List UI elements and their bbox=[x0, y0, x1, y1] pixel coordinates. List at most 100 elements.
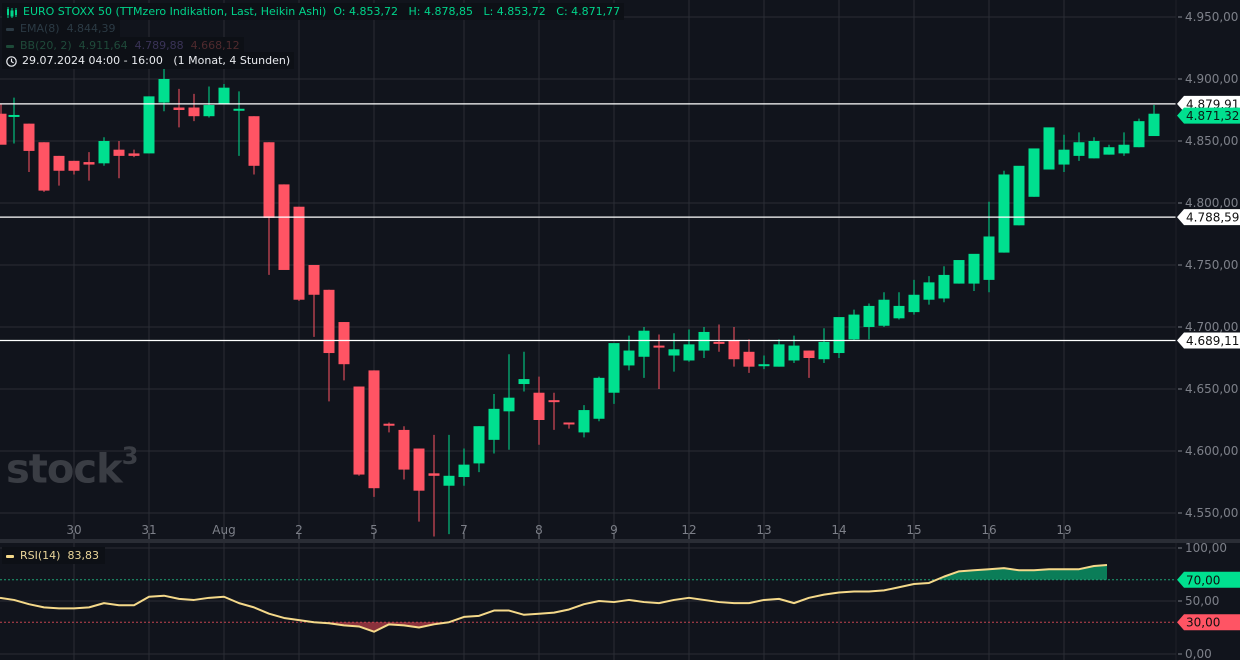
candle bbox=[833, 317, 845, 358]
candle bbox=[1028, 148, 1040, 197]
y-tick-label: 4.800,00 bbox=[1185, 196, 1238, 210]
candle bbox=[818, 328, 830, 363]
rsi-value: 83,83 bbox=[67, 549, 99, 562]
candle bbox=[998, 170, 1010, 253]
candle bbox=[1058, 134, 1070, 172]
candle bbox=[8, 97, 20, 144]
x-tick-label: 16 bbox=[981, 523, 996, 537]
candle bbox=[233, 91, 245, 156]
x-tick-label: 2 bbox=[295, 523, 303, 537]
candle bbox=[98, 137, 110, 166]
rsi-y-tick-label: 100,00 bbox=[1185, 541, 1227, 555]
rsi-legend[interactable]: RSI(14) 83,83 bbox=[2, 547, 105, 564]
candle bbox=[23, 123, 35, 172]
candle bbox=[188, 93, 200, 122]
candle bbox=[593, 376, 605, 422]
x-tick-label: 19 bbox=[1056, 523, 1071, 537]
y-tick-label: 4.550,00 bbox=[1185, 506, 1238, 520]
candle bbox=[683, 329, 695, 362]
bb-swatch-icon bbox=[6, 44, 14, 48]
level-price-tag[interactable]: 4.788,59 bbox=[1177, 209, 1240, 226]
rsi-level-tag[interactable]: 30,00 bbox=[1177, 614, 1240, 631]
candle bbox=[848, 309, 860, 341]
low-value: 4.853,72 bbox=[496, 5, 546, 18]
ema-legend[interactable]: EMA(8) 4.844,39 bbox=[2, 20, 120, 37]
candle bbox=[248, 116, 260, 175]
candle bbox=[1088, 137, 1100, 159]
rsi-y-tick-label: 50,00 bbox=[1185, 594, 1219, 608]
candle bbox=[878, 292, 890, 327]
candle bbox=[488, 393, 500, 454]
candle bbox=[983, 201, 995, 293]
y-tick-label: 4.900,00 bbox=[1185, 72, 1238, 86]
open-value: 4.853,72 bbox=[348, 5, 398, 18]
y-tick-label: 4.850,00 bbox=[1185, 134, 1238, 148]
pane-separator[interactable] bbox=[0, 539, 1240, 543]
candle bbox=[128, 149, 140, 158]
candle bbox=[218, 83, 230, 104]
candle bbox=[338, 322, 350, 381]
y-tick-label: 4.950,00 bbox=[1185, 10, 1238, 24]
candle bbox=[143, 96, 155, 154]
candle bbox=[398, 426, 410, 480]
x-tick-label: 9 bbox=[610, 523, 618, 537]
candle bbox=[173, 88, 185, 128]
rsi-y-tick-label: 0,00 bbox=[1185, 647, 1212, 660]
y-tick-label: 4.650,00 bbox=[1185, 382, 1238, 396]
candle bbox=[203, 86, 215, 118]
svg-text:4.871,32: 4.871,32 bbox=[1186, 109, 1239, 123]
ema-swatch-icon bbox=[6, 27, 14, 31]
candle bbox=[578, 405, 590, 438]
candle bbox=[1133, 118, 1145, 148]
y-tick-label: 4.750,00 bbox=[1185, 258, 1238, 272]
last-price-tag[interactable]: 4.871,32 bbox=[1177, 107, 1240, 124]
candle bbox=[698, 327, 710, 358]
candle bbox=[1148, 105, 1160, 137]
candle bbox=[893, 292, 905, 320]
candle bbox=[908, 279, 920, 315]
instrument-legend: EURO STOXX 50 (TTMzero Indikation, Last,… bbox=[2, 3, 625, 20]
candle bbox=[563, 422, 575, 429]
time-range-legend: 29.07.2024 04:00 - 16:00 (1 Monat, 4 Stu… bbox=[2, 52, 295, 69]
svg-text:4.788,59: 4.788,59 bbox=[1186, 211, 1239, 225]
candle bbox=[0, 103, 7, 145]
x-tick-label: 31 bbox=[141, 523, 156, 537]
x-tick-label: 30 bbox=[66, 523, 81, 537]
candle bbox=[383, 422, 395, 433]
candle bbox=[68, 160, 80, 175]
candle bbox=[353, 386, 365, 476]
candle bbox=[83, 152, 95, 181]
stock3-logo: stock3 bbox=[6, 442, 138, 493]
x-tick-label: 13 bbox=[756, 523, 771, 537]
level-price-tag[interactable]: 4.689,11 bbox=[1177, 332, 1240, 349]
candle bbox=[323, 289, 335, 402]
x-tick-label: 12 bbox=[681, 523, 696, 537]
candle bbox=[113, 141, 125, 179]
candle bbox=[953, 260, 965, 284]
candle bbox=[503, 354, 515, 450]
candle bbox=[548, 392, 560, 430]
candle bbox=[743, 339, 755, 373]
candle bbox=[968, 253, 980, 292]
x-tick-label: 15 bbox=[906, 523, 921, 537]
candle bbox=[653, 334, 665, 389]
candle bbox=[533, 376, 545, 445]
x-tick-label: Aug bbox=[212, 523, 235, 537]
candle bbox=[1103, 144, 1115, 155]
clock-icon bbox=[6, 55, 17, 67]
candle bbox=[53, 155, 65, 186]
instrument-title: EURO STOXX 50 (TTMzero Indikation, Last,… bbox=[23, 5, 327, 18]
rsi-swatch-icon bbox=[6, 554, 14, 558]
candle bbox=[38, 142, 50, 192]
candle bbox=[728, 327, 740, 367]
candle bbox=[293, 206, 305, 301]
svg-text:30,00: 30,00 bbox=[1186, 616, 1220, 630]
x-tick-label: 8 bbox=[535, 523, 543, 537]
bollinger-legend[interactable]: BB(20, 2) 4.911,64 4.789,88 4.668,12 bbox=[2, 37, 244, 54]
rsi-level-tag[interactable]: 70,00 bbox=[1177, 571, 1240, 588]
candle bbox=[1118, 132, 1130, 156]
candle bbox=[1013, 165, 1025, 226]
candle bbox=[608, 343, 620, 404]
candle bbox=[278, 184, 290, 270]
